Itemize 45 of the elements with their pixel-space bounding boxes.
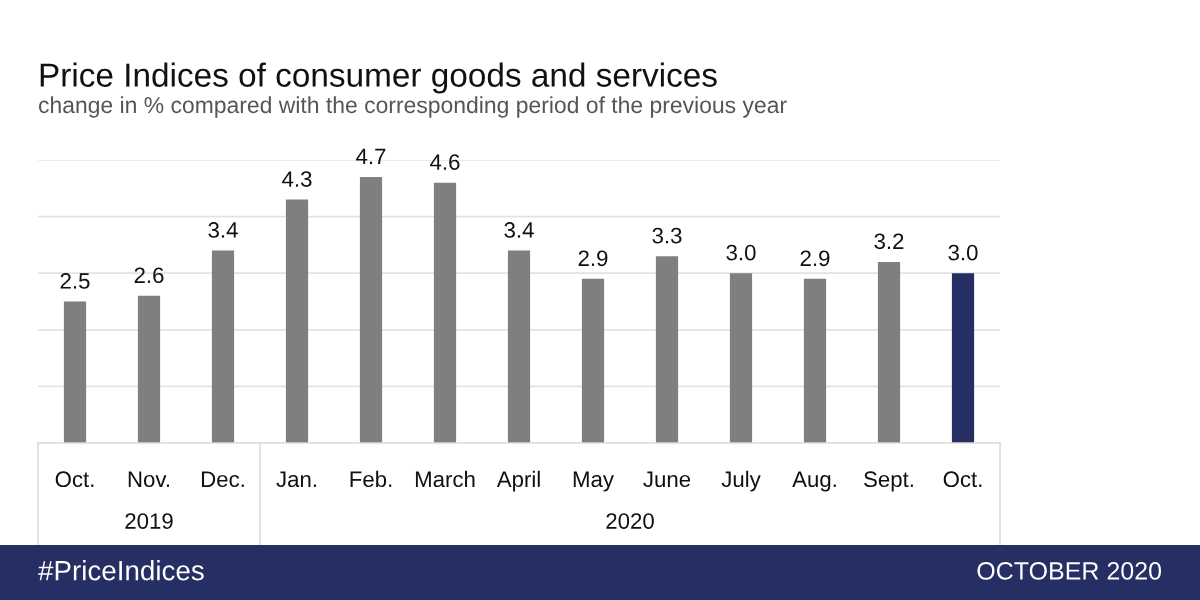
chart-title: Price Indices of consumer goods and services [40, 62, 717, 94]
bar [877, 261, 901, 443]
text: 2019 [125, 513, 173, 529]
data-label: 2.5 [60, 273, 90, 289]
x-tick-label: May [573, 471, 614, 492]
x-tick-label: Oct. [55, 471, 94, 488]
bar [63, 301, 87, 443]
x-tick-label: April [496, 470, 540, 492]
data-label: 3.3 [652, 227, 682, 244]
data-label: 4.3 [282, 171, 312, 187]
bar [655, 256, 679, 443]
x-tick-label: Aug. [792, 471, 836, 492]
bar [951, 273, 975, 443]
bar [729, 273, 753, 443]
x-tick-label: Feb. [350, 470, 392, 488]
data-label: 2.9 [578, 250, 608, 267]
text: #PriceIndices [38, 560, 204, 581]
chart-subtitle: change in % compared with the corresponding period of the previous year [38, 96, 787, 118]
x-tick-label: Sept. [864, 471, 913, 492]
data-label: 3.0 [726, 244, 756, 261]
bar [137, 295, 161, 443]
bar [433, 182, 457, 443]
data-label: 2.6 [134, 267, 164, 284]
data-label: 3.2 [874, 233, 904, 250]
x-tick-label: Oct. [943, 471, 982, 488]
data-label: 4.7 [356, 148, 386, 165]
x-tick-label: July [721, 470, 761, 492]
x-tick-label: Jan. [276, 471, 316, 488]
data-label: 3.4 [208, 222, 238, 238]
bar [803, 278, 827, 443]
data-label: 3.0 [948, 244, 978, 261]
data-label: 3.4 [504, 222, 534, 238]
x-tick-label: March [415, 470, 475, 488]
bar [211, 250, 235, 443]
text: OCTOBER 2020 [977, 562, 1162, 580]
bar [285, 199, 309, 443]
bar [581, 278, 605, 443]
text: 2020 [606, 513, 654, 529]
bar [507, 250, 531, 443]
bar [359, 176, 383, 443]
x-tick-label: June [643, 471, 691, 488]
x-tick-label: Nov. [128, 471, 169, 488]
x-tick-label: Dec. [201, 471, 244, 488]
data-label: 2.9 [800, 250, 830, 267]
data-label: 4.6 [430, 154, 460, 170]
